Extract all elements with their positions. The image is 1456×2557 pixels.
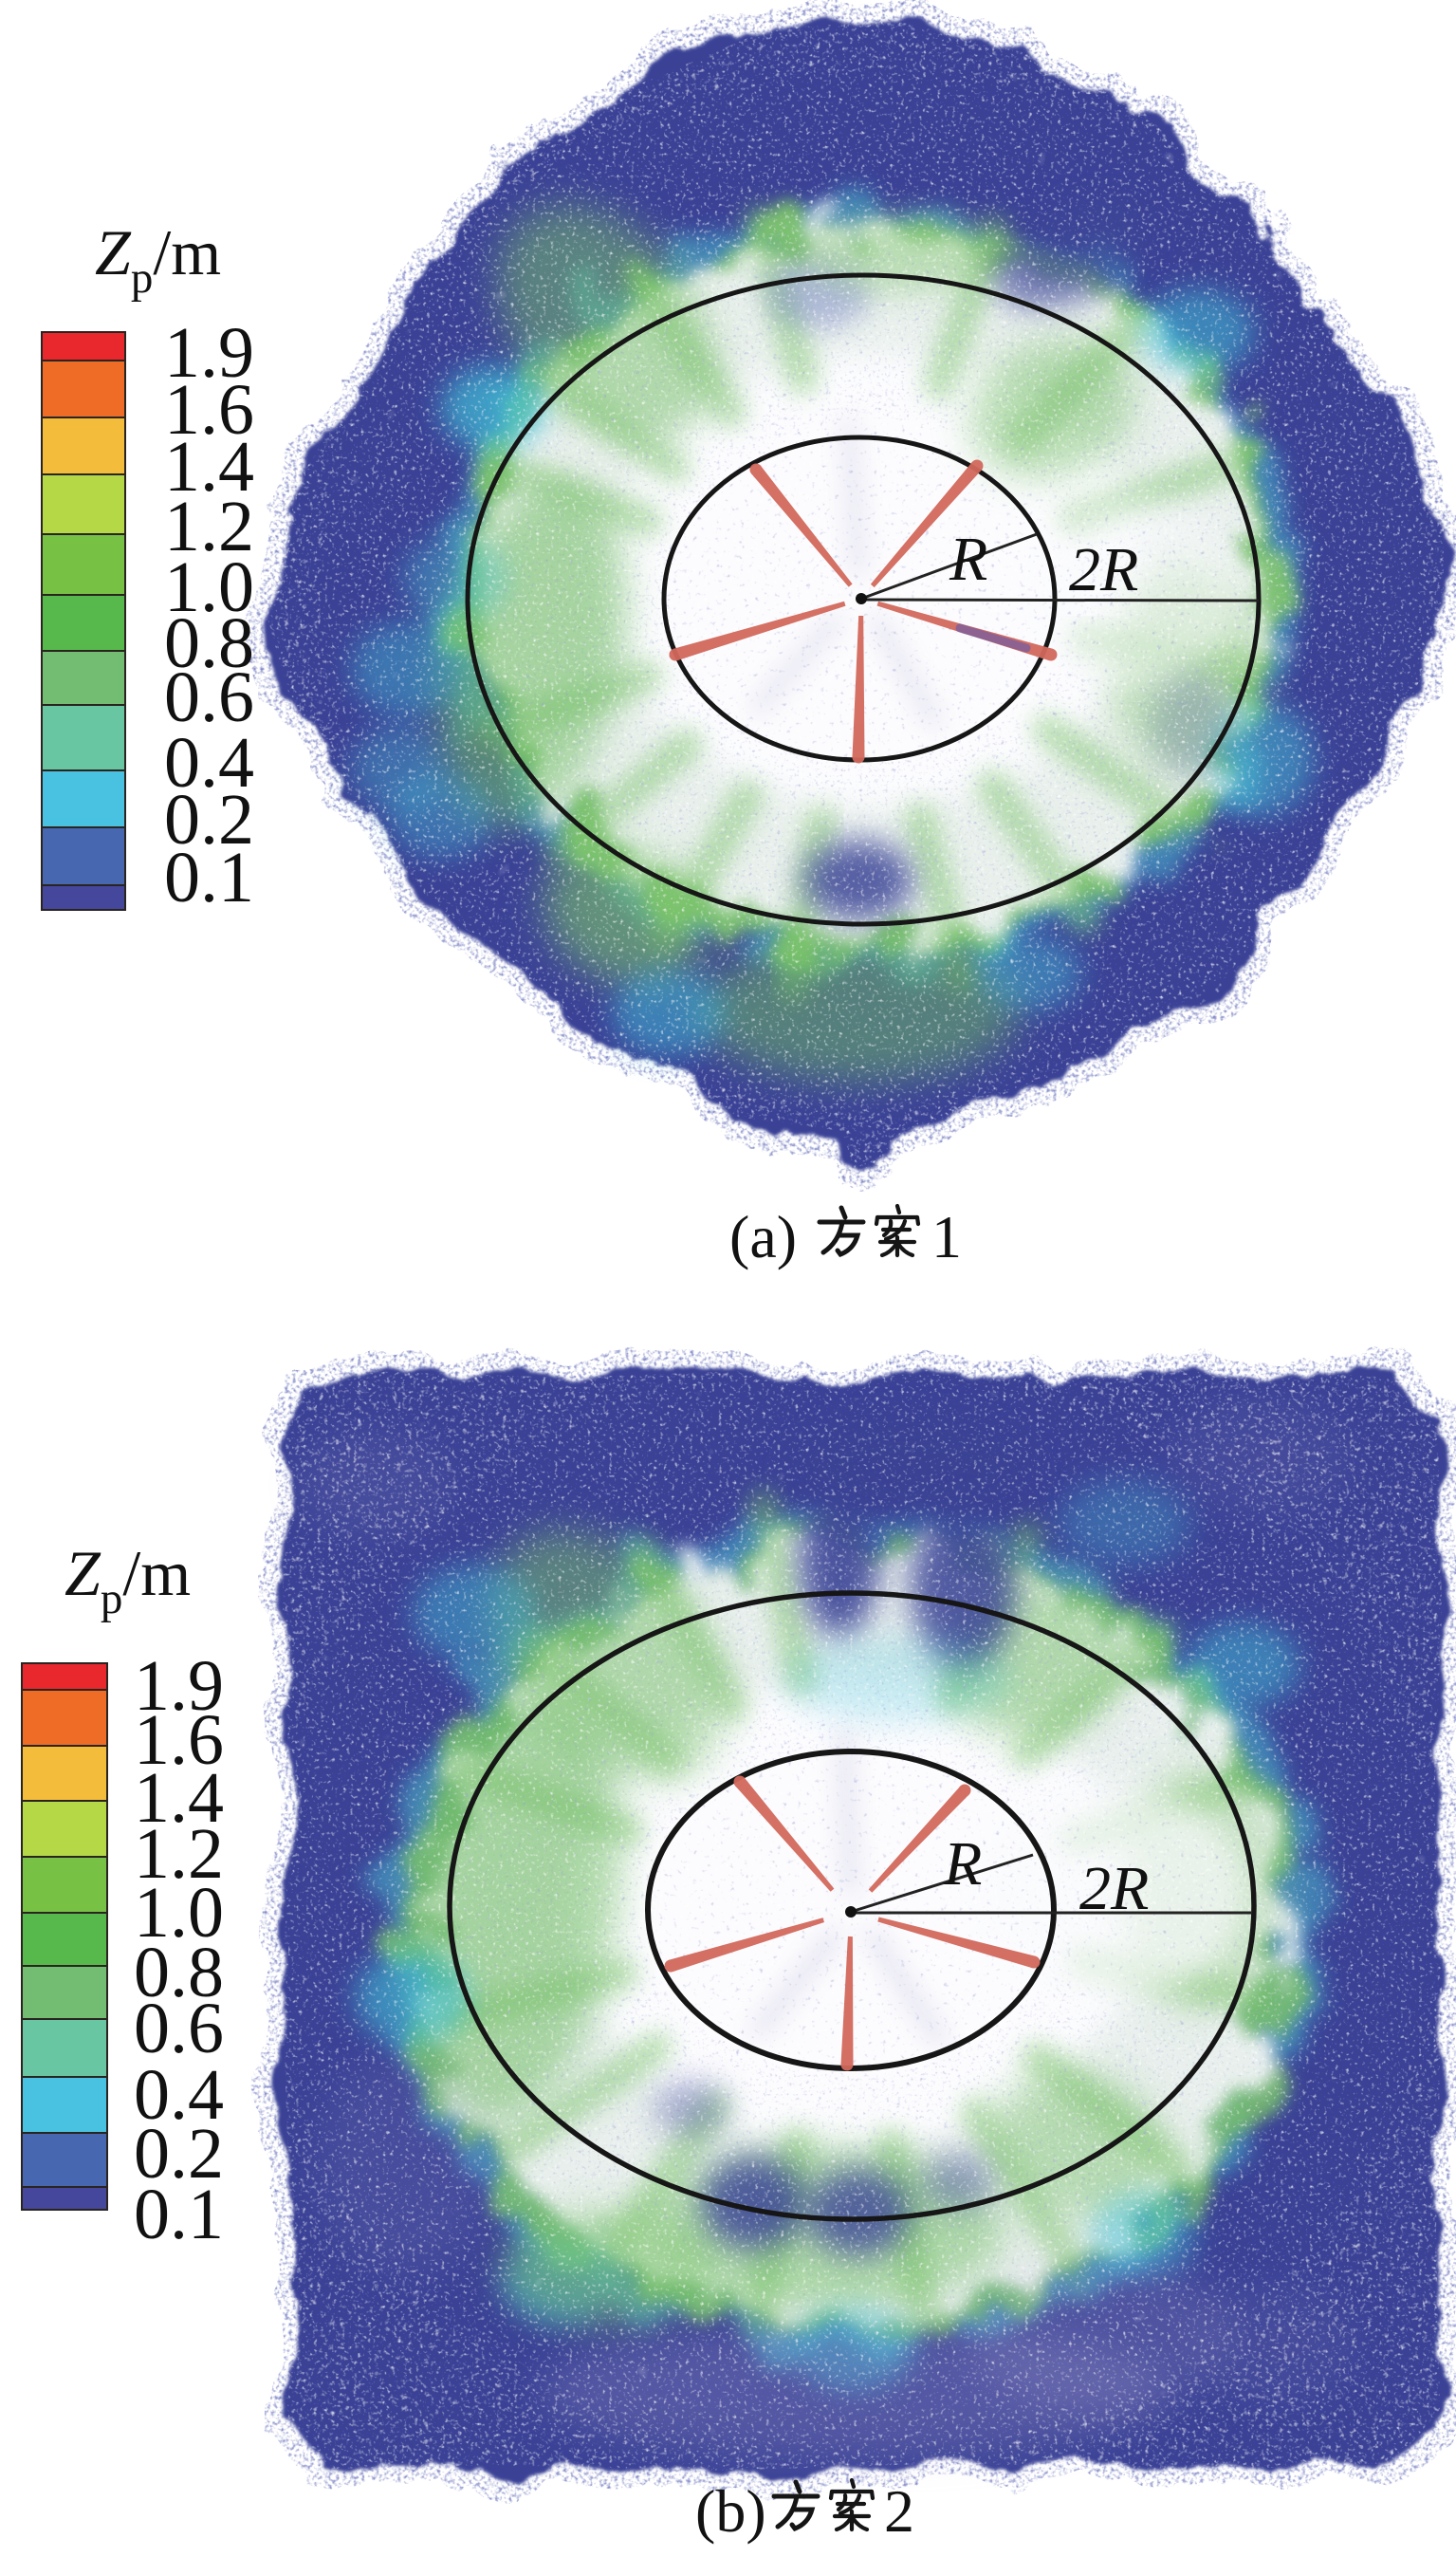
- svg-text:0.2: 0.2: [134, 2114, 224, 2194]
- svg-text:R: R: [943, 1829, 982, 1899]
- svg-text:0.8: 0.8: [164, 603, 254, 683]
- svg-text:1.6: 1.6: [134, 1700, 224, 1780]
- svg-text:0.4: 0.4: [134, 2055, 224, 2135]
- svg-text:0.6: 0.6: [134, 1989, 224, 2068]
- svg-text:1.4: 1.4: [134, 1758, 224, 1838]
- svg-text:0.6: 0.6: [164, 658, 254, 737]
- svg-text:0.1: 0.1: [164, 838, 254, 917]
- svg-text:2R: 2R: [1079, 1854, 1149, 1923]
- svg-text:0.2: 0.2: [164, 780, 254, 860]
- svg-text:0.8: 0.8: [134, 1933, 224, 2012]
- svg-text:0.4: 0.4: [164, 723, 254, 803]
- svg-text:1.0: 1.0: [164, 547, 254, 627]
- svg-text:2: 2: [884, 2477, 914, 2545]
- svg-text:1.2: 1.2: [164, 487, 254, 566]
- svg-text:Zp/m: Zp/m: [65, 1537, 191, 1623]
- svg-text:1.0: 1.0: [134, 1873, 224, 1953]
- svg-text:2R: 2R: [1069, 535, 1138, 604]
- svg-text:1.9: 1.9: [164, 313, 254, 393]
- svg-text:(a): (a): [729, 1203, 797, 1270]
- svg-text:1.2: 1.2: [134, 1814, 224, 1894]
- svg-text:0.1: 0.1: [134, 2175, 224, 2254]
- svg-text:1.4: 1.4: [164, 427, 254, 507]
- svg-text:Zp/m: Zp/m: [95, 216, 221, 303]
- svg-text:1: 1: [931, 1203, 962, 1270]
- svg-text:R: R: [949, 525, 987, 594]
- svg-text:1.6: 1.6: [164, 370, 254, 450]
- svg-text:(b): (b): [695, 2477, 766, 2545]
- svg-text:1.9: 1.9: [134, 1646, 224, 1726]
